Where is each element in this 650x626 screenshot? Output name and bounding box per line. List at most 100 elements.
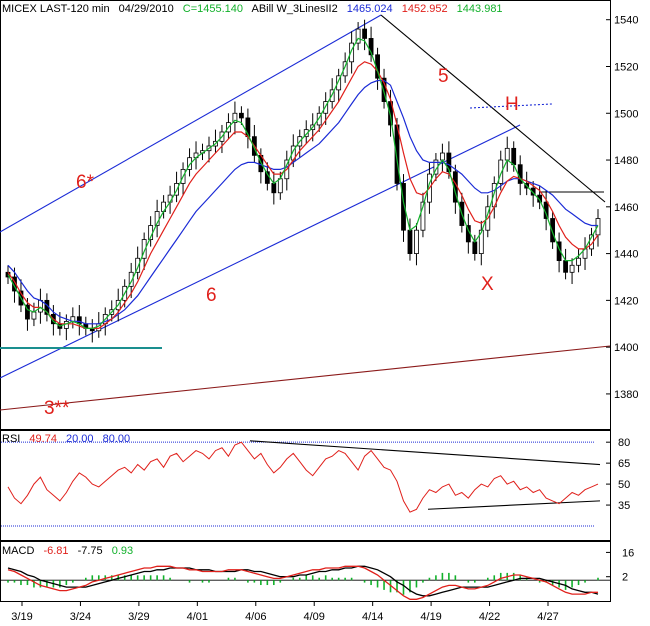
axes: 1380 1400 1420 1440 1460 1480 1500 1520 1540 3/19… — [11, 15, 638, 623]
date-tick-label: 3/19 — [11, 611, 32, 623]
triangle-upper-line — [380, 14, 606, 203]
annotation-6-star: 6* — [76, 172, 95, 193]
price-tick-label: 1540 — [614, 15, 638, 27]
candle-body — [498, 159, 504, 184]
svg-text:MACD -6.81 -7.75 0: MACD -6.81 -7.75 0.93 — [2, 545, 133, 557]
candle-body — [303, 129, 309, 138]
price-panel-frame — [0, 0, 611, 430]
macd-line — [7, 565, 598, 600]
candle-body — [271, 183, 277, 194]
annotation-5: 5 — [438, 66, 449, 87]
price-tick-label: 1380 — [614, 389, 638, 401]
macd-tick-label: 16 — [622, 547, 634, 559]
candle-body — [25, 304, 30, 320]
date-tick-label: 4/09 — [304, 611, 325, 623]
candle-body — [537, 194, 543, 203]
date-tick-label: 4/19 — [420, 611, 441, 623]
candle-body — [349, 42, 355, 63]
rsi-support-line — [427, 500, 601, 510]
price-tick-label: 1420 — [614, 295, 638, 307]
candle-body — [141, 239, 147, 259]
candle-body — [414, 229, 419, 254]
date-tick-label: 4/01 — [187, 611, 208, 623]
candle-body — [316, 112, 322, 126]
candle-body — [576, 257, 581, 266]
price-tick-label: 1440 — [614, 249, 638, 261]
candle-body — [478, 229, 484, 254]
candle-body — [420, 201, 426, 231]
candle-body — [362, 28, 367, 39]
price-tick-label: 1500 — [614, 108, 638, 120]
indicator-value-blue: 1465.024 — [347, 3, 393, 15]
macd-label: MACD — [2, 545, 34, 557]
date-label: 04/29/2010 — [119, 3, 174, 15]
rsi-resistance-line — [249, 440, 601, 466]
ma-green-line — [7, 37, 599, 329]
price-tick-label: 1480 — [614, 155, 638, 167]
annotation-6: 6 — [206, 285, 217, 306]
long-trend-line-3 — [0, 345, 611, 411]
date-tick-label: 4/14 — [362, 611, 383, 623]
candle-body — [239, 112, 244, 119]
ma-red-line — [7, 61, 599, 329]
indicator-value-red: 1452.952 — [402, 3, 448, 15]
annotation-h: H — [505, 94, 519, 115]
rsi-upper-level: 80.00 — [103, 433, 131, 445]
neckline-h — [469, 103, 553, 109]
rsi-tick-label: 35 — [618, 500, 630, 512]
price-tick-label: 1460 — [614, 202, 638, 214]
indicator-label: ABill W_3LinesII2 — [251, 3, 337, 15]
macd-tick-label: 2 — [622, 572, 628, 584]
candle-body — [446, 152, 452, 173]
macd-signal-line — [7, 565, 599, 597]
candle-body — [511, 147, 517, 166]
svg-text:RSI 49.74 20.00 80: RSI 49.74 20.00 80.00 — [2, 433, 130, 445]
rsi-line — [7, 441, 599, 513]
candle-body — [232, 112, 238, 124]
rsi-panel: 80 65 50 35 — [1, 437, 630, 527]
candle-body — [135, 257, 141, 273]
candle-body — [563, 260, 568, 273]
rsi-tick-label: 50 — [618, 479, 630, 491]
candle-body — [31, 311, 37, 320]
candle-body — [530, 187, 536, 196]
date-tick-label: 4/27 — [537, 611, 558, 623]
annotation-x: X — [481, 274, 494, 295]
date-tick-label: 3/29 — [128, 611, 149, 623]
macd-histogram-value: 0.93 — [112, 545, 133, 557]
candle-body — [472, 241, 478, 254]
price-tick-label: 1400 — [614, 342, 638, 354]
macd-panel: 16 2 — [1, 547, 634, 600]
rsi-label: RSI — [2, 433, 20, 445]
candle-body — [342, 61, 348, 77]
candle-body — [381, 77, 387, 102]
candle-body — [368, 38, 374, 56]
candle-body — [336, 75, 342, 91]
close-label: C=1455.140 — [183, 3, 243, 15]
ma-blue-line — [7, 79, 598, 325]
date-tick-label: 4/06 — [245, 611, 266, 623]
rsi-panel-frame — [0, 430, 611, 541]
candle-body — [407, 229, 413, 254]
candle-body — [277, 178, 283, 194]
candle-body — [550, 218, 556, 243]
macd-value: -6.81 — [43, 545, 68, 557]
symbol-label: MICEX LAST-120 min — [2, 3, 110, 15]
lower-channel-line — [0, 124, 521, 379]
candle-body — [569, 264, 575, 273]
rsi-value: 49.74 — [29, 433, 57, 445]
candle-body — [12, 276, 17, 292]
candle-body — [355, 28, 361, 44]
rsi-lower-level: 20.00 — [66, 433, 94, 445]
date-tick-label: 4/22 — [479, 611, 500, 623]
rsi-tick-label: 65 — [618, 458, 630, 470]
svg-text:MICEX LAST-120 min 04/29/2: MICEX LAST-120 min 04/29/2010 C=1455.140… — [2, 3, 503, 15]
macd-signal-value: -7.75 — [78, 545, 103, 557]
candle-body — [504, 147, 510, 161]
trend-lines — [0, 14, 611, 411]
candle-body — [187, 157, 192, 170]
candle-body — [128, 271, 134, 287]
rsi-tick-label: 80 — [618, 437, 630, 449]
price-tick-label: 1520 — [614, 61, 638, 73]
date-tick-label: 3/24 — [70, 611, 91, 623]
